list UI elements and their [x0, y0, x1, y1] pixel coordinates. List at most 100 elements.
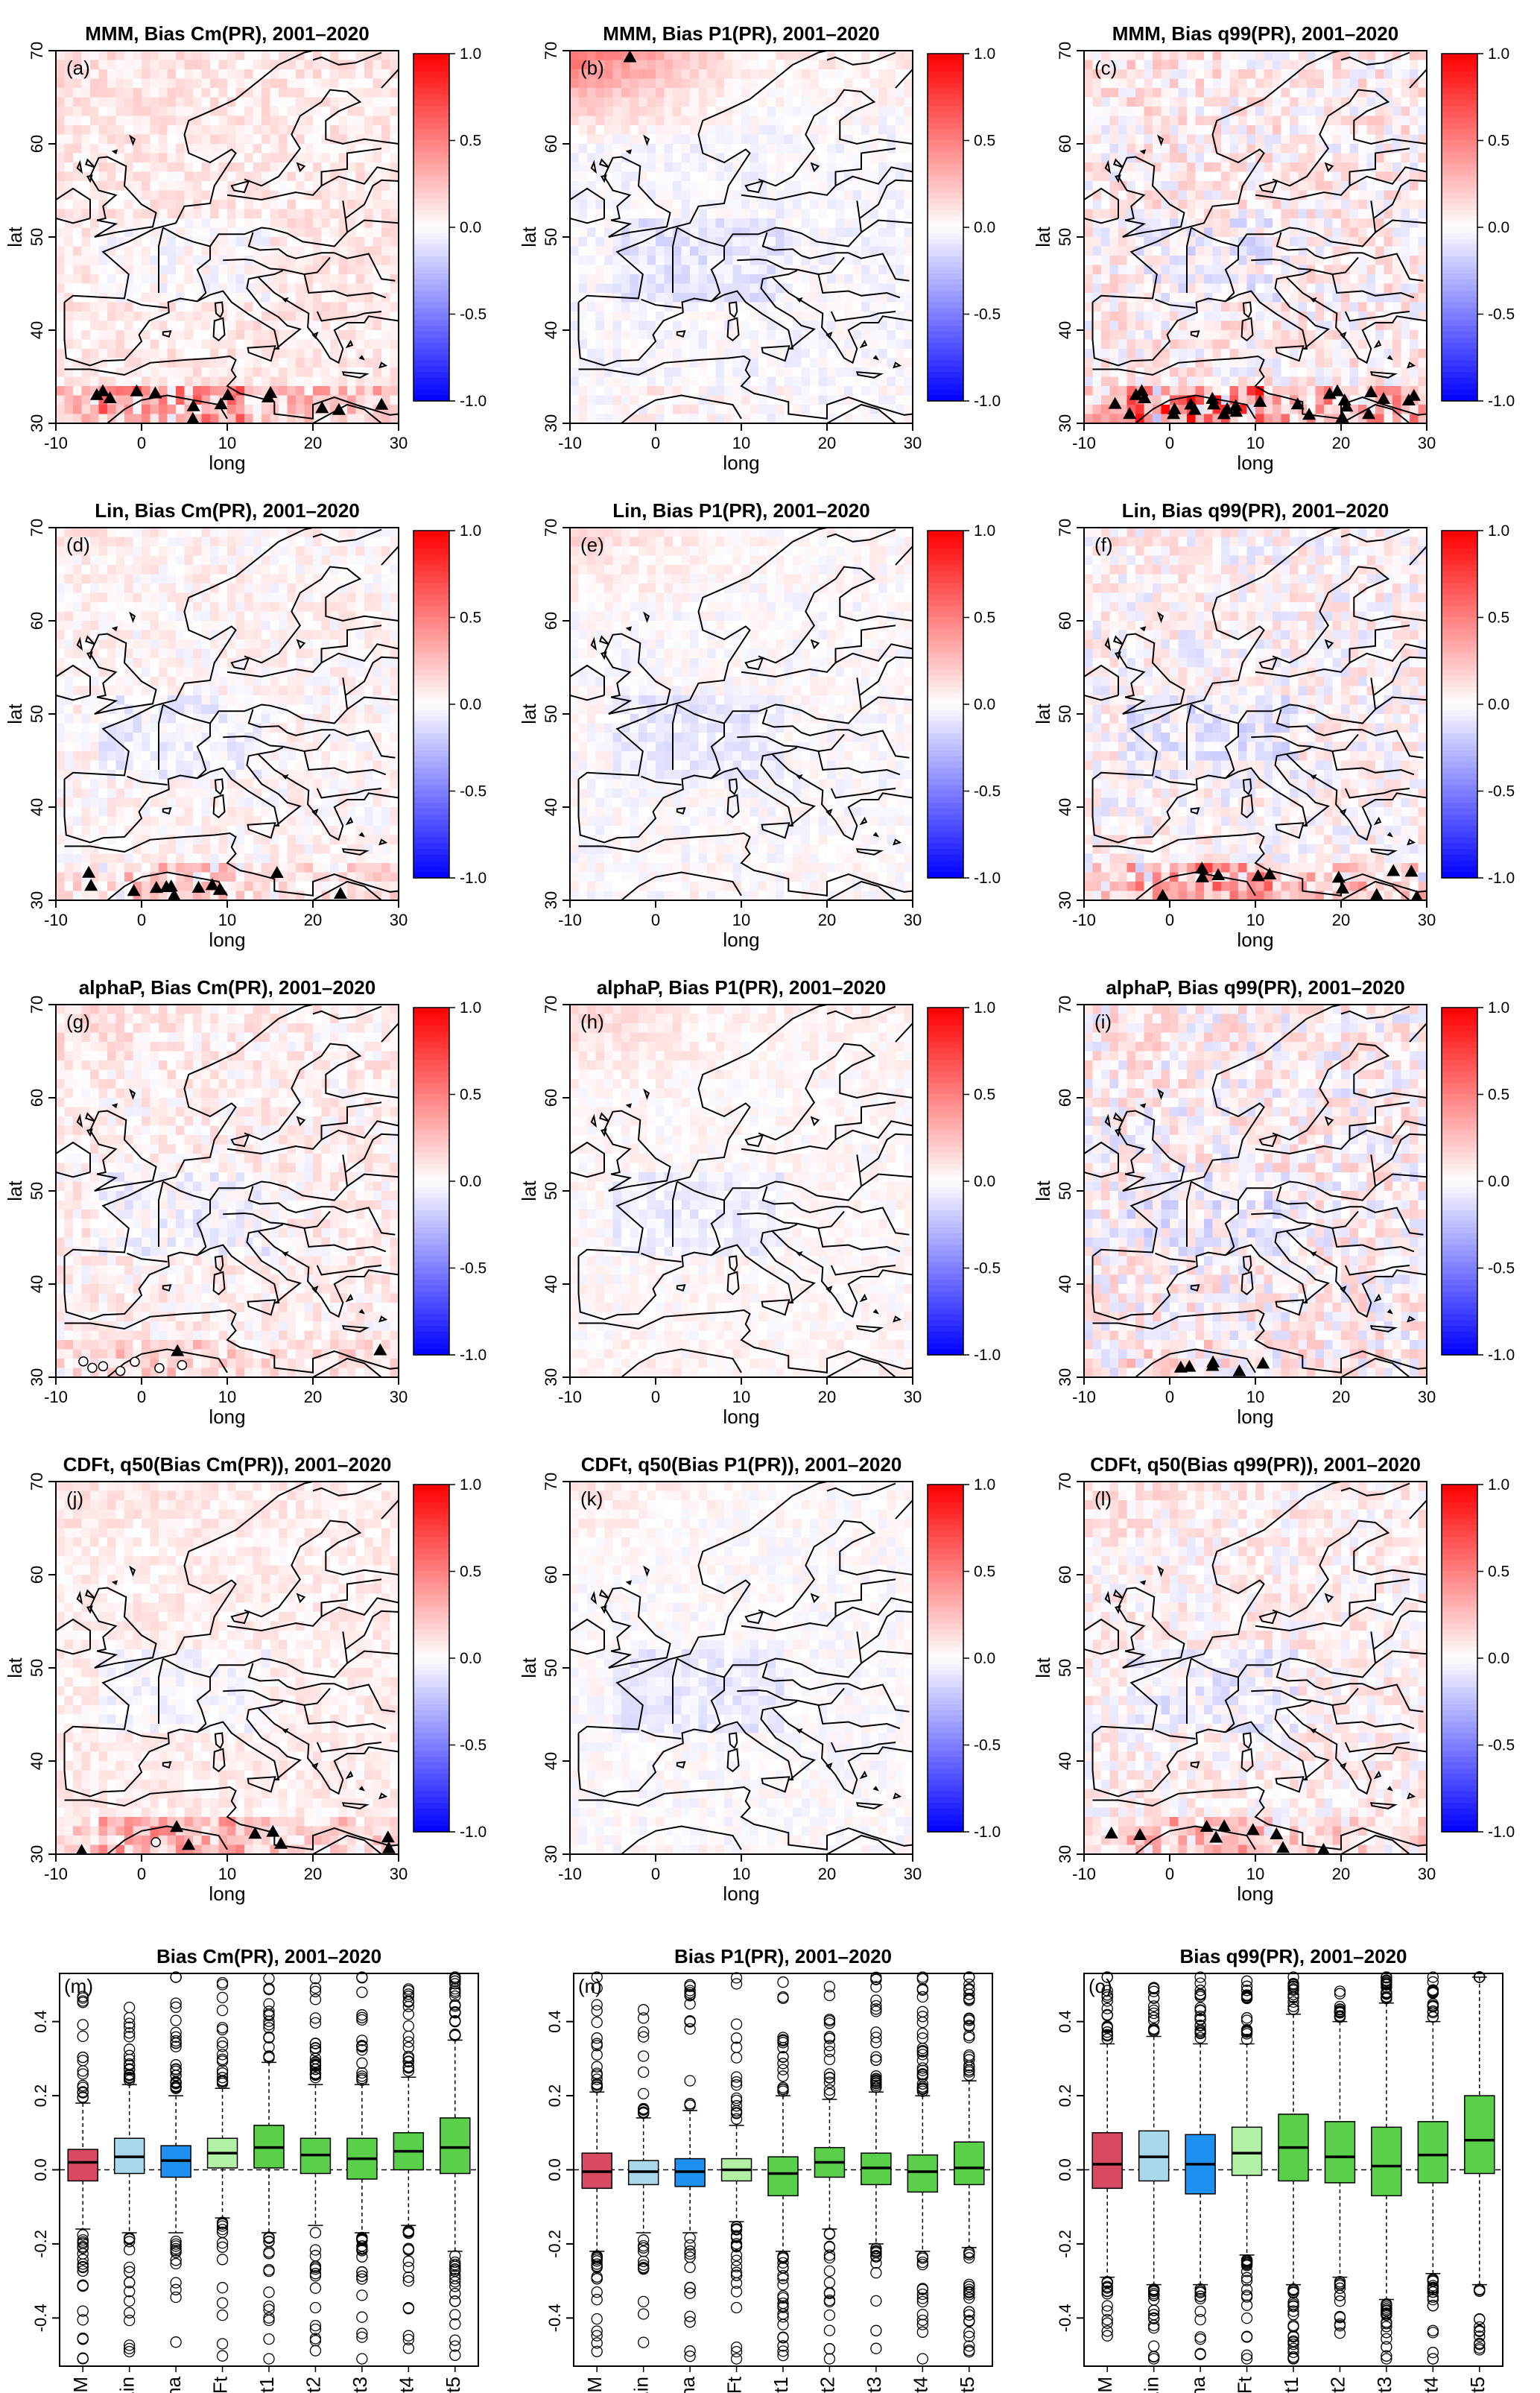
- bias-cell: [193, 218, 203, 229]
- bias-cell: [98, 60, 108, 70]
- bias-cell: [673, 376, 682, 387]
- bias-cell: [1170, 302, 1179, 312]
- bias-cell: [1204, 349, 1214, 359]
- bias-cell: [390, 283, 399, 294]
- bias-cell: [869, 116, 879, 126]
- bias-cell: [767, 367, 776, 378]
- bias-cell: [1221, 246, 1231, 256]
- bias-cell: [887, 200, 896, 210]
- bias-cell: [1298, 376, 1308, 387]
- bias-cell: [313, 256, 323, 266]
- colorbar: 1.00.50.0-0.5-1.0: [927, 45, 1001, 410]
- bias-cell: [1101, 339, 1111, 350]
- bias-cell: [1281, 237, 1290, 247]
- bias-cell: [707, 69, 717, 80]
- bias-cell: [270, 218, 279, 229]
- bias-cell: [176, 274, 186, 285]
- bias-cell: [176, 181, 186, 192]
- bias-cell: [73, 293, 83, 303]
- bias-cell: [767, 78, 776, 89]
- bias-cell: [262, 107, 271, 117]
- bias-cell: [1101, 246, 1111, 256]
- bias-cell: [1392, 358, 1402, 368]
- bias-cell: [1135, 181, 1145, 192]
- bias-cell: [184, 78, 194, 89]
- bias-cell: [664, 414, 674, 423]
- bias-cell: [1084, 153, 1094, 163]
- bias-cell: [673, 405, 682, 415]
- bias-cell: [56, 367, 66, 378]
- bias-cell: [364, 274, 374, 285]
- bias-cell: [1092, 144, 1102, 154]
- bias-cell: [64, 60, 74, 70]
- bias-cell: [896, 376, 905, 387]
- bias-cell: [818, 134, 828, 145]
- bias-cell: [56, 171, 66, 182]
- bias-cell: [681, 349, 691, 359]
- bias-cell: [373, 320, 382, 331]
- colorbar-step: [413, 320, 449, 326]
- bias-cell: [133, 125, 142, 136]
- bias-cell: [1101, 349, 1111, 359]
- bias-cell: [604, 200, 614, 210]
- bias-cell: [587, 283, 597, 294]
- bias-cell: [253, 265, 262, 275]
- bias-cell: [364, 302, 374, 312]
- bias-cell: [167, 283, 177, 294]
- bias-cell: [210, 330, 220, 341]
- bias-cell: [107, 134, 117, 145]
- bias-cell: [1109, 386, 1119, 396]
- bias-cell: [201, 274, 211, 285]
- bias-cell: [150, 320, 159, 331]
- bias-cell: [639, 97, 648, 107]
- bias-cell: [1341, 358, 1351, 368]
- bias-cell: [296, 227, 305, 238]
- bias-cell: [1212, 162, 1222, 173]
- colorbar-step: [928, 360, 963, 367]
- bias-cell: [621, 358, 631, 368]
- bias-cell: [73, 227, 83, 238]
- bias-cell: [732, 395, 742, 405]
- bias-cell: [587, 51, 597, 61]
- bias-cell: [1178, 349, 1188, 359]
- bias-cell: [1127, 116, 1136, 126]
- bias-cell: [1161, 256, 1170, 266]
- bias-cell: [184, 171, 194, 182]
- bias-cell: [287, 218, 297, 229]
- bias-cell: [1315, 358, 1325, 368]
- bias-cell: [690, 51, 700, 61]
- bias-cell: [1366, 134, 1376, 145]
- bias-cell: [1212, 283, 1222, 294]
- x-axis-label: long: [209, 452, 245, 474]
- bias-cell: [115, 395, 125, 405]
- bias-cell: [1264, 78, 1273, 89]
- bias-cell: [1195, 265, 1205, 275]
- bias-cell: [176, 97, 186, 107]
- bias-cell: [673, 116, 682, 126]
- colorbar-step: [413, 274, 449, 280]
- bias-cell: [81, 405, 91, 415]
- bias-cell: [827, 125, 837, 136]
- bias-cell: [801, 171, 811, 182]
- bias-cell: [270, 200, 279, 210]
- bias-cell: [896, 339, 905, 350]
- bias-cell: [1161, 116, 1170, 126]
- bias-cell: [1246, 265, 1256, 275]
- bias-cell: [698, 69, 708, 80]
- bias-cell: [664, 256, 674, 266]
- bias-cell: [835, 218, 845, 229]
- bias-cell: [587, 405, 597, 415]
- bias-cell: [90, 405, 100, 415]
- bias-cell: [630, 302, 639, 312]
- bias-cell: [750, 312, 759, 322]
- bias-cell: [896, 162, 905, 173]
- bias-cell: [287, 107, 297, 117]
- bias-cell: [1109, 134, 1119, 145]
- bias-cell: [227, 405, 237, 415]
- bias-cell: [262, 78, 271, 89]
- bias-cell: [64, 144, 74, 154]
- bias-cell: [1170, 209, 1179, 219]
- bias-cell: [1195, 107, 1205, 117]
- bias-cell: [1264, 320, 1273, 331]
- bias-cell: [750, 60, 759, 70]
